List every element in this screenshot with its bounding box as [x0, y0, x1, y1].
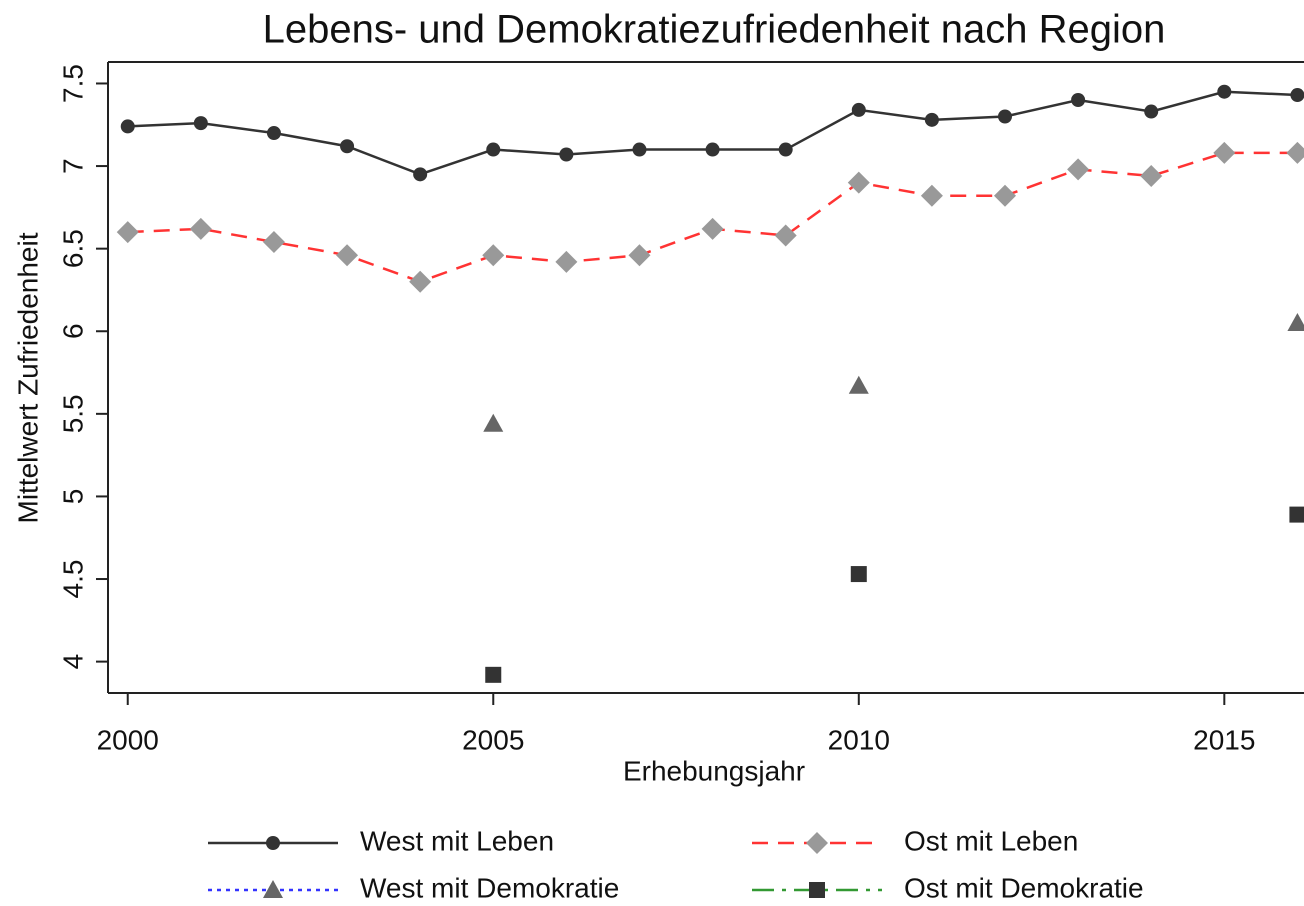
marker	[848, 375, 869, 394]
y-tick-label: 7.5	[57, 64, 88, 103]
x-tick-label: 2000	[97, 724, 159, 755]
marker	[1217, 84, 1232, 99]
marker	[924, 112, 939, 127]
legend-marker	[809, 882, 825, 898]
legend-marker	[806, 832, 828, 854]
marker	[1290, 88, 1304, 103]
marker	[559, 147, 574, 162]
x-tick-label: 2015	[1193, 724, 1255, 755]
marker	[920, 184, 943, 207]
marker	[1286, 141, 1304, 164]
legend-label: West mit Leben	[360, 825, 554, 856]
series-line	[127, 151, 1298, 284]
legend-label: Ost mit Demokratie	[904, 872, 1144, 903]
marker	[705, 142, 720, 157]
legend-label: Ost mit Leben	[904, 825, 1078, 856]
marker	[189, 217, 212, 240]
marker	[1071, 92, 1086, 107]
y-tick-label: 4	[57, 654, 88, 670]
marker	[1287, 312, 1304, 331]
y-axis-title: Mittelwert Zufriedenheit	[12, 232, 43, 523]
marker	[1289, 506, 1304, 523]
marker	[632, 142, 647, 157]
marker	[336, 244, 359, 267]
marker	[851, 102, 866, 117]
marker	[486, 142, 501, 157]
y-tick-label: 5	[57, 489, 88, 505]
marker	[1213, 141, 1236, 164]
marker	[994, 184, 1016, 207]
marker	[482, 244, 505, 267]
marker	[266, 126, 281, 141]
marker	[409, 270, 432, 293]
legend-label: West mit Demokratie	[360, 872, 619, 903]
marker	[555, 250, 578, 273]
marker	[1067, 158, 1090, 181]
marker	[850, 566, 867, 583]
marker	[1140, 164, 1163, 187]
y-tick-label: 5.5	[57, 394, 88, 433]
marker	[193, 116, 208, 131]
y-tick-label: 4.5	[57, 560, 88, 599]
x-axis-title: Erhebungsjahr	[623, 755, 805, 786]
y-tick-label: 7	[57, 158, 88, 174]
marker	[413, 167, 428, 182]
legend-marker	[263, 880, 283, 898]
marker	[485, 666, 502, 683]
marker	[116, 221, 139, 244]
series-line	[127, 90, 1298, 176]
marker	[120, 119, 135, 134]
legend-marker	[266, 836, 280, 850]
y-tick-label: 6.5	[57, 229, 88, 268]
marker	[847, 171, 870, 194]
marker	[340, 139, 355, 154]
x-tick-label: 2005	[462, 724, 524, 755]
x-tick-label: 2010	[828, 724, 890, 755]
marker	[483, 413, 504, 432]
marker	[628, 244, 651, 267]
marker	[262, 231, 285, 254]
marker	[998, 109, 1012, 124]
marker	[774, 224, 797, 247]
marker	[701, 217, 724, 240]
marker	[1144, 104, 1159, 119]
marker	[778, 142, 793, 157]
y-tick-label: 6	[57, 323, 88, 339]
chart-title: Lebens- und Demokratiezufriedenheit nach…	[263, 8, 1166, 52]
